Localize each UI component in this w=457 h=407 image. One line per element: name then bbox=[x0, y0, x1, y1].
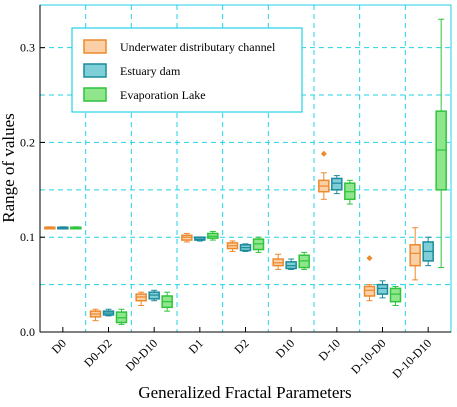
x-tick-label: D10 bbox=[273, 336, 298, 361]
y-tick-label: 0.0 bbox=[20, 325, 35, 339]
box bbox=[363, 285, 376, 297]
x-axis-label: Generalized Fractal Parameters bbox=[138, 383, 351, 402]
x-tick-label: D0 bbox=[49, 336, 69, 356]
y-tick-label: 0.3 bbox=[20, 41, 35, 55]
legend-swatch bbox=[83, 39, 107, 54]
x-tick-label: D-10 bbox=[316, 336, 343, 363]
legend-box bbox=[71, 27, 303, 113]
box bbox=[331, 177, 343, 191]
legend-swatch bbox=[83, 87, 107, 102]
x-tick-label: D-10-D0 bbox=[348, 336, 389, 377]
legend-label: Evaporation Lake bbox=[120, 88, 206, 102]
legend-label: Underwater distributary channel bbox=[120, 40, 276, 54]
outlier bbox=[320, 150, 327, 157]
outlier bbox=[366, 255, 373, 262]
y-axis-label: Range of values bbox=[0, 113, 18, 223]
box bbox=[409, 244, 421, 267]
x-tick-label: D2 bbox=[231, 336, 251, 356]
box bbox=[389, 287, 402, 303]
y-tick-label: 0.1 bbox=[20, 230, 35, 244]
x-tick-label: D0-D2 bbox=[81, 336, 114, 369]
x-tick-label: D-10-D10 bbox=[390, 336, 435, 381]
legend-swatch bbox=[83, 63, 107, 78]
x-tick-label: D0-D10 bbox=[123, 336, 161, 374]
legend-label: Estuary dam bbox=[120, 64, 181, 78]
box bbox=[376, 283, 389, 295]
x-tick-label: D1 bbox=[186, 336, 206, 356]
y-tick-label: 0.2 bbox=[20, 135, 35, 149]
